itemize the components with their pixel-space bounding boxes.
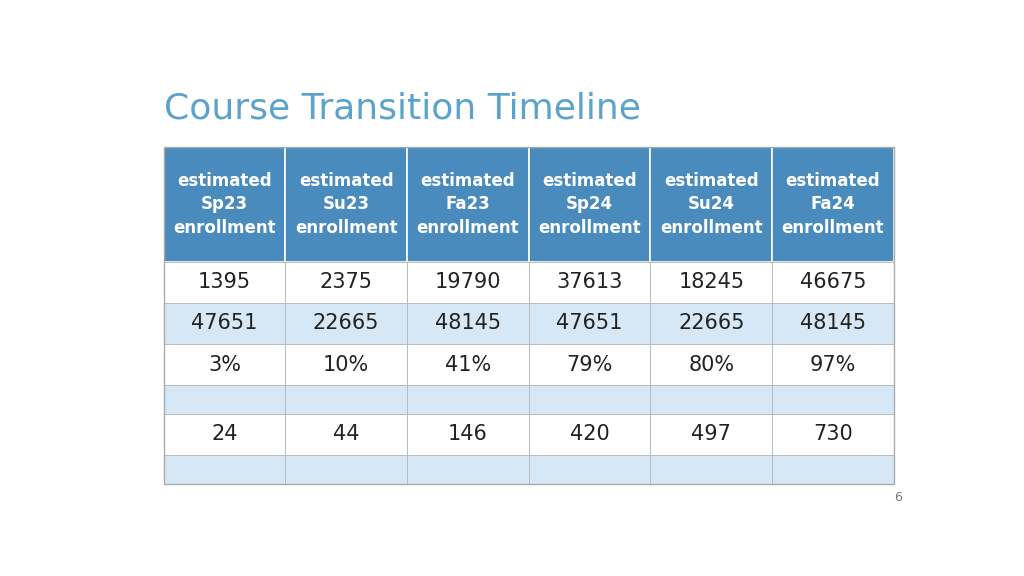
Text: estimated
Sp24
enrollment: estimated Sp24 enrollment	[539, 172, 641, 237]
Text: estimated
Su23
enrollment: estimated Su23 enrollment	[295, 172, 397, 237]
Bar	[164, 414, 286, 455]
Text: estimated
Su24
enrollment: estimated Su24 enrollment	[660, 172, 763, 237]
Bar	[528, 147, 650, 262]
Bar	[164, 147, 286, 262]
Text: 47651: 47651	[556, 313, 623, 334]
Text: 47651: 47651	[191, 313, 258, 334]
Text: estimated
Sp23
enrollment: estimated Sp23 enrollment	[173, 172, 275, 237]
Bar	[772, 262, 894, 303]
Bar	[528, 262, 650, 303]
Bar	[164, 385, 286, 414]
Bar	[408, 385, 528, 414]
Bar	[772, 303, 894, 344]
Bar	[286, 303, 408, 344]
Bar	[772, 455, 894, 484]
Bar	[650, 455, 772, 484]
Text: 19790: 19790	[434, 272, 501, 293]
Bar	[650, 147, 772, 262]
Text: 420: 420	[569, 425, 609, 445]
Text: 1395: 1395	[198, 272, 251, 293]
Bar	[772, 385, 894, 414]
Bar	[286, 262, 408, 303]
Bar	[408, 344, 528, 385]
Text: 22665: 22665	[313, 313, 380, 334]
Text: 48145: 48145	[435, 313, 501, 334]
Bar	[772, 344, 894, 385]
Text: 48145: 48145	[800, 313, 866, 334]
Text: 18245: 18245	[678, 272, 744, 293]
Text: 730: 730	[813, 425, 853, 445]
Bar	[286, 344, 408, 385]
Bar	[650, 262, 772, 303]
Bar	[650, 385, 772, 414]
Text: 80%: 80%	[688, 355, 734, 374]
Bar	[528, 455, 650, 484]
Bar	[286, 147, 408, 262]
Bar	[286, 414, 408, 455]
Bar	[164, 147, 894, 484]
Text: 3%: 3%	[208, 355, 241, 374]
Bar	[164, 344, 286, 385]
Text: estimated
Fa23
enrollment: estimated Fa23 enrollment	[417, 172, 519, 237]
Bar	[528, 414, 650, 455]
Text: 10%: 10%	[324, 355, 370, 374]
Bar	[164, 303, 286, 344]
Text: 46675: 46675	[800, 272, 866, 293]
Bar	[164, 262, 286, 303]
Text: 22665: 22665	[678, 313, 744, 334]
Text: 97%: 97%	[810, 355, 856, 374]
Text: 79%: 79%	[566, 355, 612, 374]
Text: 146: 146	[447, 425, 487, 445]
Text: 497: 497	[691, 425, 731, 445]
Text: 2375: 2375	[319, 272, 373, 293]
Bar	[408, 455, 528, 484]
Bar	[408, 147, 528, 262]
Text: estimated
Fa24
enrollment: estimated Fa24 enrollment	[781, 172, 885, 237]
Bar	[650, 303, 772, 344]
Bar	[650, 414, 772, 455]
Text: 37613: 37613	[556, 272, 623, 293]
Text: 44: 44	[333, 425, 359, 445]
Bar	[164, 455, 286, 484]
Text: 24: 24	[211, 425, 238, 445]
Bar	[772, 414, 894, 455]
Text: 6: 6	[894, 491, 902, 504]
Bar	[650, 344, 772, 385]
Bar	[528, 303, 650, 344]
Bar	[528, 344, 650, 385]
Text: 41%: 41%	[444, 355, 492, 374]
Bar	[772, 147, 894, 262]
Bar	[408, 262, 528, 303]
Bar	[286, 385, 408, 414]
Text: Course Transition Timeline: Course Transition Timeline	[164, 92, 641, 126]
Bar	[528, 385, 650, 414]
Bar	[408, 414, 528, 455]
Bar	[408, 303, 528, 344]
Bar	[286, 455, 408, 484]
